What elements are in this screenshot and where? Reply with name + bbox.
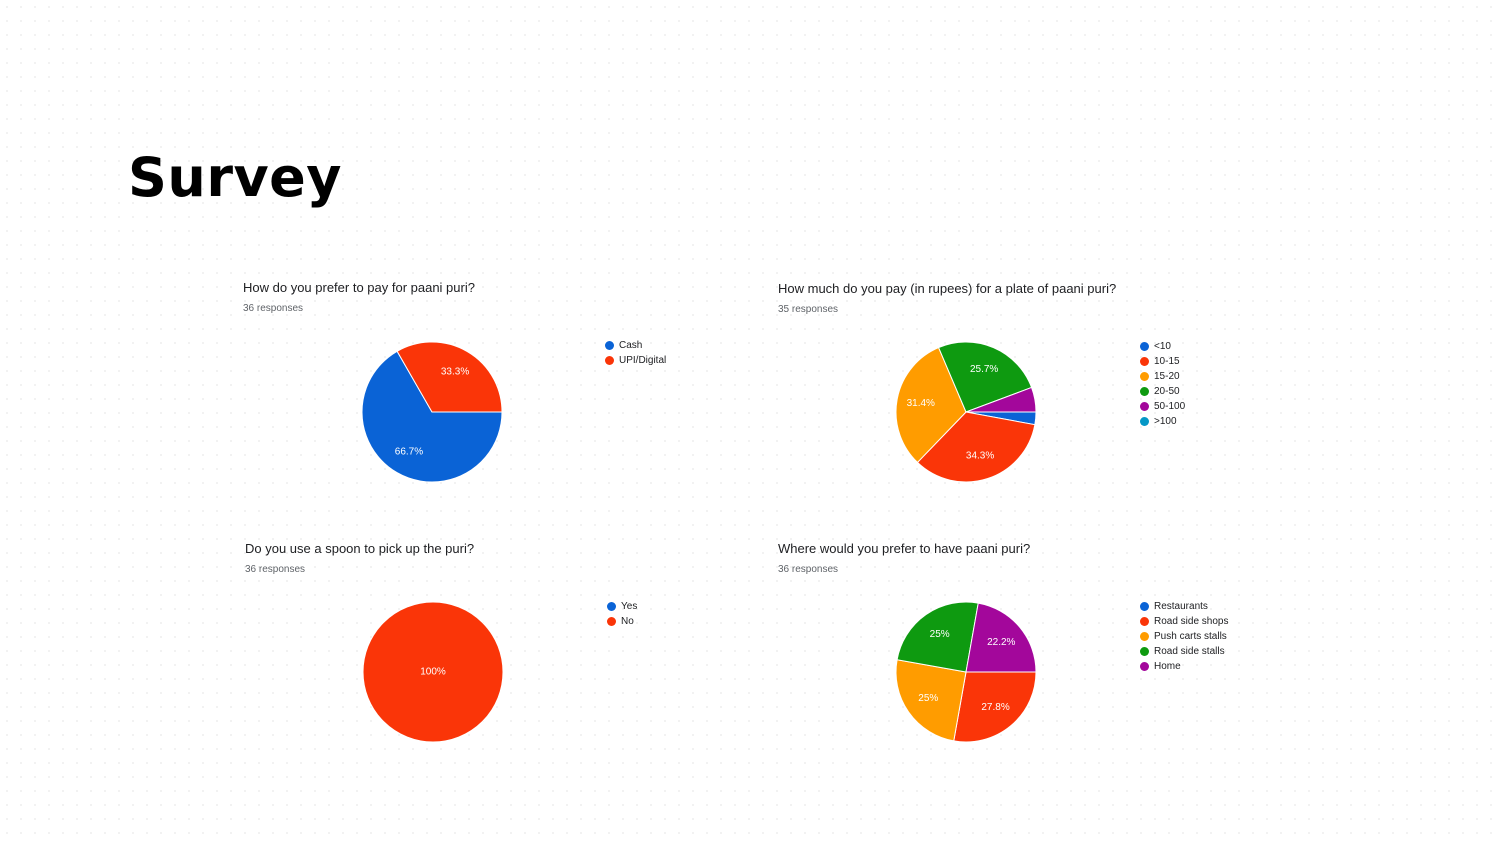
- legend-item-50-100: 50-100: [1140, 399, 1185, 414]
- data-label-push-carts-stalls: 25%: [918, 693, 938, 704]
- legend-swatch: [1140, 342, 1149, 351]
- legend-label: <10: [1154, 341, 1171, 352]
- legend-label: No: [621, 616, 634, 627]
- data-label-20-50: 25.7%: [970, 364, 998, 375]
- pie-chart: 27.8% 25% 25% 22.2%: [895, 601, 1037, 743]
- pie-chart: 34.3% 31.4% 25.7%: [895, 341, 1037, 483]
- legend-swatch: [1140, 402, 1149, 411]
- legend-label: Road side stalls: [1154, 646, 1225, 657]
- legend-item-road-side-shops: Road side shops: [1140, 614, 1229, 629]
- legend-swatch: [605, 341, 614, 350]
- response-count: 35 responses: [778, 304, 839, 315]
- legend-item-upi-digital: UPI/Digital: [605, 353, 666, 368]
- pie-slice-cash: [361, 350, 503, 483]
- chart-legend: Restaurants Road side shops Push carts sta…: [1140, 599, 1229, 674]
- legend-label: Yes: [621, 601, 638, 612]
- legend-label: Road side shops: [1154, 616, 1229, 627]
- page-title: Survey: [128, 146, 342, 209]
- legend-item-restaurants: Restaurants: [1140, 599, 1229, 614]
- legend-label: 20-50: [1154, 386, 1180, 397]
- pie-slice-home: [965, 602, 1037, 673]
- legend-item-10-15: 10-15: [1140, 354, 1185, 369]
- data-label-upi-digital: 33.3%: [441, 367, 469, 378]
- legend-swatch: [1140, 372, 1149, 381]
- legend-item-10: <10: [1140, 339, 1185, 354]
- legend-item-push-carts-stalls: Push carts stalls: [1140, 629, 1229, 644]
- pie-slice-50-100: [965, 386, 1037, 413]
- pie-slice-road-side-shops: [953, 671, 1037, 743]
- response-count: 36 responses: [245, 564, 306, 575]
- data-label-home: 22.2%: [987, 637, 1015, 648]
- question-title: How do you prefer to pay for paani puri?: [243, 280, 475, 295]
- legend-swatch: [1140, 647, 1149, 656]
- response-count: 36 responses: [243, 303, 304, 314]
- legend-swatch: [1140, 387, 1149, 396]
- pie-chart: 100%: [362, 601, 504, 743]
- legend-item-no: No: [607, 614, 637, 629]
- data-label-road-side-shops: 27.8%: [981, 702, 1009, 713]
- chart-legend: <10 10-15 15-20 20-50 50-100 >100: [1140, 339, 1185, 429]
- legend-swatch: [1140, 417, 1149, 426]
- legend-swatch: [607, 617, 616, 626]
- legend-label: 50-100: [1154, 401, 1186, 412]
- legend-item-cash: Cash: [605, 338, 666, 353]
- legend-label: UPI/Digital: [619, 355, 667, 366]
- legend-item-20-50: 20-50: [1140, 384, 1185, 399]
- legend-label: Push carts stalls: [1154, 631, 1227, 642]
- legend-label: 10-15: [1154, 356, 1180, 367]
- legend-label: Cash: [619, 340, 643, 351]
- legend-label: >100: [1154, 416, 1177, 427]
- legend-item-yes: Yes: [607, 599, 637, 614]
- data-label-15-20: 31.4%: [907, 398, 935, 409]
- legend-label: 15-20: [1154, 371, 1180, 382]
- data-label-cash: 66.7%: [395, 446, 423, 457]
- pie-slice-upi-digital: [396, 341, 503, 413]
- question-title: Do you use a spoon to pick up the puri?: [245, 541, 475, 556]
- chart-panel-location: Where would you prefer to have paani pur…: [778, 541, 1298, 761]
- data-label-road-side-stalls: 25%: [930, 629, 950, 640]
- legend-item-road-side-stalls: Road side stalls: [1140, 644, 1229, 659]
- pie-chart: 66.7% 33.3%: [361, 341, 503, 483]
- pie-slice-20-50: [937, 341, 1033, 413]
- response-count: 36 responses: [778, 564, 839, 575]
- chart-legend: Yes No: [607, 599, 637, 629]
- legend-label: Restaurants: [1154, 601, 1208, 612]
- pie-slice-push-carts-stalls: [895, 659, 967, 742]
- legend-swatch: [1140, 617, 1149, 626]
- legend-item-15-20: 15-20: [1140, 369, 1185, 384]
- legend-swatch: [605, 356, 614, 365]
- question-title: How much do you pay (in rupees) for a pl…: [778, 281, 1117, 296]
- chart-legend: Cash UPI/Digital: [605, 338, 666, 368]
- legend-item-home: Home: [1140, 659, 1229, 674]
- legend-swatch: [1140, 357, 1149, 366]
- legend-label: Home: [1154, 661, 1181, 672]
- legend-swatch: [1140, 662, 1149, 671]
- pie-slice-no: [362, 601, 504, 743]
- legend-swatch: [1140, 632, 1149, 641]
- pie-slice-15-20: [895, 346, 967, 464]
- pie-slice-road-side-stalls: [896, 601, 979, 673]
- question-title: Where would you prefer to have paani pur…: [778, 541, 1031, 556]
- data-label-10-15: 34.3%: [966, 450, 994, 461]
- chart-panel-payment: How do you prefer to pay for paani puri?…: [243, 280, 763, 500]
- legend-swatch: [1140, 602, 1149, 611]
- chart-panel-price: How much do you pay (in rupees) for a pl…: [778, 281, 1298, 501]
- data-label-no: 100%: [420, 667, 446, 678]
- legend-item-100: >100: [1140, 414, 1185, 429]
- chart-panel-spoon: Do you use a spoon to pick up the puri? …: [245, 541, 765, 761]
- pie-slice-10-15: [916, 411, 1036, 483]
- legend-swatch: [607, 602, 616, 611]
